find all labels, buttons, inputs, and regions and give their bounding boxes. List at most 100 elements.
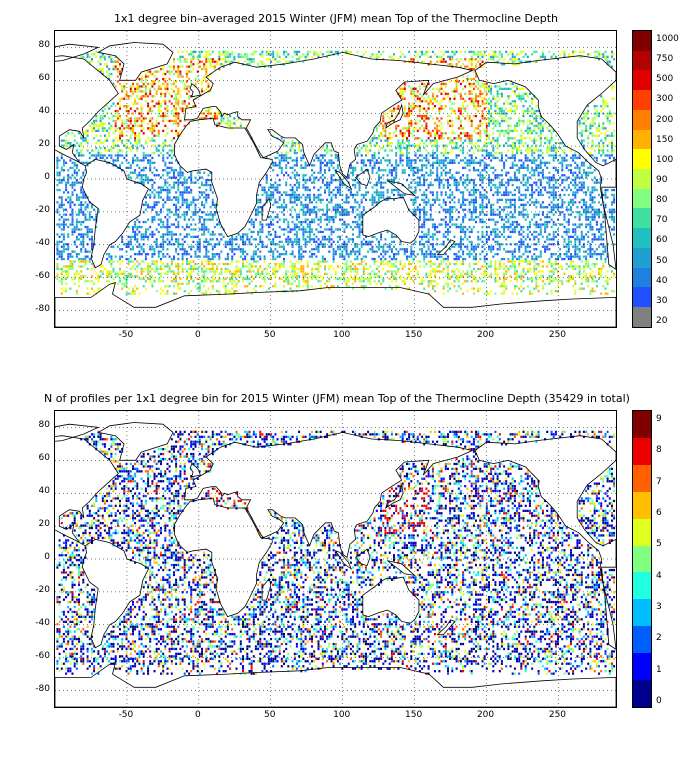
data-bin [496,186,499,189]
data-bin [552,149,555,152]
data-bin [144,117,147,120]
data-bin [160,85,162,88]
data-bin [578,55,581,58]
data-bin [295,216,298,219]
data-bin [522,119,525,123]
data-bin [147,109,150,113]
data-bin [62,144,65,147]
data-bin [425,203,428,206]
data-bin [578,216,581,219]
data-bin [425,109,428,113]
data-bin [162,203,165,206]
data-bin [403,169,406,172]
data-bin [112,132,115,135]
data-bin [229,60,232,63]
data-bin [86,203,89,206]
data-bin [179,65,182,68]
data-bin [173,122,175,125]
data-bin [423,117,426,120]
data-bin [147,154,150,157]
data-bin [377,196,380,199]
data-bin [565,154,568,157]
data-bin [416,169,419,172]
data-bin [554,223,557,226]
data-bin [365,186,367,189]
data-bin [550,186,553,189]
data-bin [533,223,536,226]
data-bin [470,82,473,86]
data-bin [578,124,581,127]
data-bin [276,201,279,204]
data-bin [399,129,402,132]
data-bin [447,63,449,66]
data-bin [149,161,152,164]
data-bin [65,208,68,211]
map-canvas-1 [55,31,616,327]
data-bin [235,124,238,127]
data-bin [343,213,346,216]
data-bin [75,174,78,177]
data-bin [106,139,109,142]
data-bin [106,75,109,78]
data-bin [533,139,536,142]
data-bin [479,196,482,199]
data-bin [537,164,540,167]
data-bin [80,151,83,155]
data-bin [58,174,61,177]
data-bin [503,87,506,90]
data-bin [548,181,551,184]
data-bin [531,53,534,56]
data-bin [459,191,462,194]
data-bin [539,179,542,182]
data-bin [587,171,590,174]
data-bin [414,196,417,199]
data-bin [375,161,378,164]
data-bin [511,142,514,145]
data-bin [114,137,117,140]
data-bin [526,188,529,192]
data-bin [535,146,538,150]
data-bin [371,201,374,204]
data-bin [520,60,523,63]
data-bin [602,127,605,130]
data-bin [153,151,156,155]
data-bin [462,203,465,206]
data-bin [505,213,508,216]
data-bin [196,198,199,201]
data-bin [554,191,557,194]
data-bin [414,105,417,108]
data-bin [537,166,540,169]
data-bin [503,166,506,169]
data-bin [129,166,132,169]
data-bin [123,85,126,88]
data-bin [589,53,592,56]
data-bin [110,72,113,76]
data-bin [213,60,216,63]
data-bin [168,191,171,194]
data-bin [101,122,104,125]
data-bin [347,211,350,214]
data-bin [613,112,616,115]
data-bin [162,206,165,209]
data-bin [483,164,486,167]
data-bin [500,218,503,221]
data-bin [580,117,583,120]
data-bin [438,119,441,123]
data-bin [259,211,262,214]
data-bin [449,218,452,221]
data-bin [451,63,454,66]
data-bin [604,193,607,197]
data-bin [315,53,318,56]
data-bin [524,142,527,145]
data-bin [459,107,462,110]
data-bin [516,151,518,155]
data-bin [602,149,605,152]
data-bin [144,220,147,224]
data-bin [416,137,419,140]
data-bin [459,228,462,231]
data-bin [153,129,156,132]
data-bin [444,50,447,53]
data-bin [397,58,400,61]
data-bin [418,87,421,90]
data-bin [485,82,488,86]
